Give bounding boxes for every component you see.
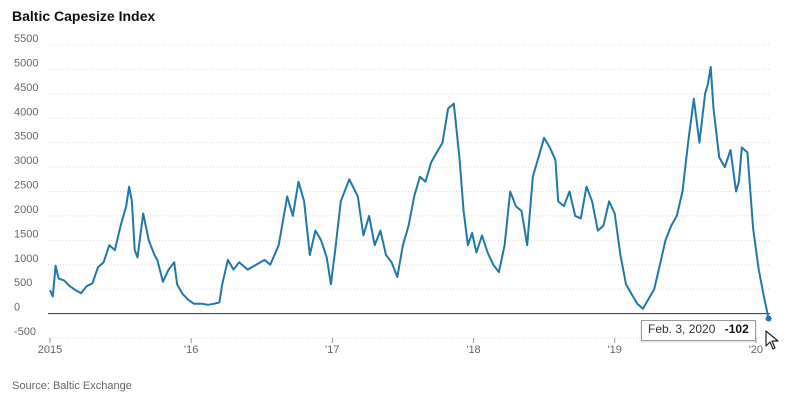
chart-source: Source: Baltic Exchange bbox=[12, 380, 132, 392]
y-tick-label: 3500 bbox=[14, 131, 38, 143]
y-tick-label: 2500 bbox=[14, 180, 38, 192]
grid-lines bbox=[48, 44, 770, 339]
series-layer bbox=[49, 66, 770, 319]
x-axis-ticks: 2015 '16 '17 '18 '19 '20 bbox=[38, 338, 763, 356]
marker-layer bbox=[765, 315, 772, 322]
y-tick-label: 5500 bbox=[14, 33, 38, 45]
y-tick-label: 2000 bbox=[14, 204, 38, 216]
x-tick-label: 2015 bbox=[38, 344, 62, 356]
y-tick-label: 4000 bbox=[14, 106, 38, 118]
y-tick-label: 1500 bbox=[14, 228, 38, 240]
x-tick-label: '19 bbox=[608, 344, 622, 356]
y-tick-label: -500 bbox=[14, 326, 36, 338]
x-tick-label: '16 bbox=[184, 344, 198, 356]
series-line bbox=[49, 66, 770, 319]
tooltip-date: Feb. 3, 2020 bbox=[648, 322, 716, 336]
tooltip-value: -102 bbox=[724, 322, 749, 336]
y-axis-ticks: -500 0 500 1000 1500 2000 2500 3000 3500 4000 4500… bbox=[14, 33, 38, 338]
y-tick-label: 500 bbox=[14, 277, 32, 289]
x-tick-label: '17 bbox=[325, 344, 339, 356]
y-tick-label: 5000 bbox=[14, 57, 38, 69]
y-tick-label: 3000 bbox=[14, 155, 38, 167]
x-tick-label: '18 bbox=[466, 344, 480, 356]
y-tick-label: 0 bbox=[14, 302, 20, 314]
x-tick-label: '20 bbox=[749, 344, 763, 356]
mouse-cursor-icon bbox=[765, 330, 779, 350]
highlight-point bbox=[765, 315, 772, 322]
y-tick-label: 1000 bbox=[14, 253, 38, 265]
y-tick-label: 4500 bbox=[14, 82, 38, 94]
hover-tooltip: Feb. 3, 2020 -102 bbox=[641, 320, 756, 341]
chart-title: Baltic Capesize Index bbox=[12, 8, 156, 24]
